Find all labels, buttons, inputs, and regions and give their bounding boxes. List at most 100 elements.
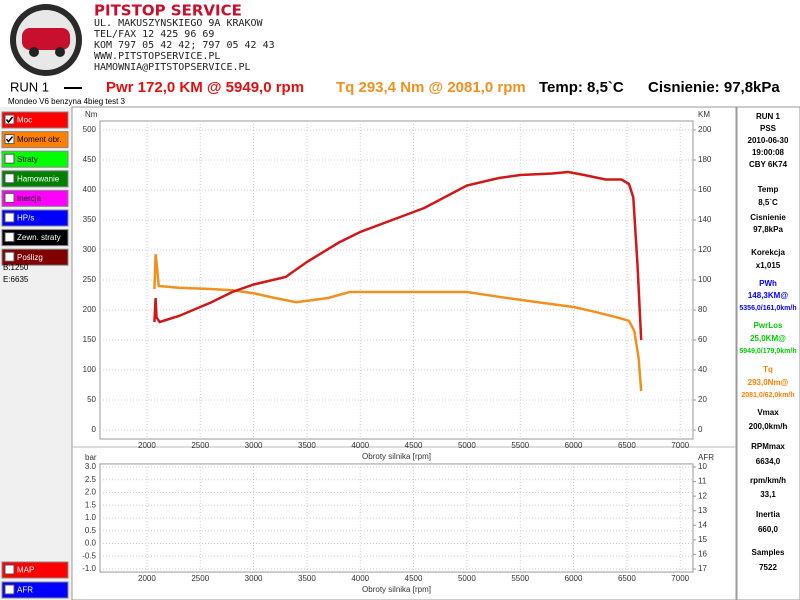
y2-axis-unit: AFR (698, 453, 714, 462)
plot-area (99, 120, 694, 440)
info-text: Korekcja (751, 248, 785, 257)
right-panel (736, 106, 800, 600)
y2-tick-label: 100 (698, 275, 712, 284)
company-line: KOM 797 05 42 42; 797 05 42 43 (94, 40, 275, 51)
y2-axis-unit: KM (698, 110, 710, 119)
y-tick-label: 3.0 (85, 462, 97, 471)
info-text: 5356,0/161,0km/h (739, 305, 796, 312)
y-axis-unit: bar (85, 453, 97, 462)
x-tick-label: 5000 (458, 441, 476, 450)
y2-tick-label: 160 (698, 185, 712, 194)
channel-label: Moc (17, 116, 32, 125)
y2-tick-label: 0 (698, 425, 703, 434)
y2-tick-label: 120 (698, 245, 712, 254)
run-label: RUN 1 (10, 79, 49, 94)
y2-tick-label: 140 (698, 215, 712, 224)
channel-checkbox[interactable] (4, 251, 15, 262)
channel-label: HP/s (17, 214, 34, 223)
channel-button[interactable] (1, 229, 69, 247)
range-label: B:1250 (3, 263, 29, 272)
series-line (153, 254, 643, 392)
info-text: 293,0Nm@ (748, 378, 789, 387)
x-tick-label: 6000 (565, 574, 583, 583)
y-tick-label: 50 (87, 395, 96, 404)
info-text: 19:00:08 (752, 148, 785, 157)
y-tick-label: 100 (83, 365, 97, 374)
y-tick-label: 300 (83, 245, 97, 254)
info-text: Cisnienie (750, 213, 786, 222)
info-text: Temp (758, 185, 779, 194)
torque-summary: Tq 293,4 Nm @ 2081,0 rpm (336, 79, 526, 96)
info-text: rpm/km/h (750, 476, 786, 485)
info-text: RPMmax (751, 442, 785, 451)
channel-checkbox[interactable] (4, 564, 15, 575)
y2-tick-label: 16 (698, 550, 707, 559)
channel-button[interactable] (1, 131, 69, 149)
y2-tick-label: 13 (698, 506, 707, 515)
channel-label: MAP (17, 566, 34, 575)
x-tick-label: 6000 (565, 441, 583, 450)
info-text: RUN 1 (756, 112, 781, 121)
series-line (153, 170, 643, 341)
channel-checkbox[interactable] (4, 114, 15, 125)
y2-tick-label: 12 (698, 491, 707, 500)
test-name: Mondeo V6 benzyna 4bieg test 3 (8, 97, 126, 106)
info-text: 2010-06-30 (748, 136, 789, 145)
company-line: HAMOWNIA@PITSTOPSERVICE.PL (94, 62, 251, 73)
info-text: Inertia (756, 510, 781, 519)
pressure-summary: Cisnienie: 97,8kPa (648, 79, 780, 96)
y-tick-label: 1.5 (85, 500, 97, 509)
x-tick-label: 6500 (618, 441, 636, 450)
x-tick-label: 4000 (351, 574, 369, 583)
company-line: TEL/FAX 12 425 96 69 (94, 29, 214, 40)
x-tick-label: 3000 (245, 441, 263, 450)
info-text: 660,0 (758, 525, 779, 534)
channel-checkbox[interactable] (4, 153, 15, 164)
logo (10, 4, 82, 76)
info-text: 5949,0/179,0km/h (739, 348, 796, 355)
channel-label: AFR (17, 586, 33, 595)
info-text: Vmax (757, 408, 779, 417)
y-tick-label: 400 (83, 185, 97, 194)
info-text: x1,015 (756, 261, 781, 270)
channel-label: Zewn. straty (17, 233, 61, 242)
x-tick-label: 3500 (298, 574, 316, 583)
channel-label: Hamowanie (17, 174, 60, 183)
info-text: CBY 6K74 (749, 160, 788, 169)
channel-checkbox[interactable] (4, 192, 15, 203)
y-tick-label: 1.0 (85, 513, 97, 522)
channel-button[interactable] (1, 209, 69, 227)
x-tick-label: 3500 (298, 441, 316, 450)
channel-button[interactable] (1, 581, 69, 599)
x-tick-label: 4500 (405, 441, 423, 450)
y2-tick-label: 11 (698, 477, 707, 486)
y2-tick-label: 80 (698, 305, 707, 314)
channel-checkbox[interactable] (4, 134, 15, 145)
channel-label: Straty (17, 155, 38, 164)
channel-button[interactable] (1, 248, 69, 266)
y2-tick-label: 200 (698, 125, 712, 134)
info-text: 6634,0 (756, 457, 781, 466)
channel-button[interactable] (1, 561, 69, 579)
channel-label: Poślizg (17, 253, 43, 262)
channel-checkbox[interactable] (4, 212, 15, 223)
channel-checkbox[interactable] (4, 232, 15, 243)
y-tick-label: 2.5 (85, 475, 97, 484)
channel-checkbox[interactable] (4, 584, 15, 595)
info-text: 2081,0/62,0km/h (741, 392, 794, 399)
channel-label: Moment obr. (17, 135, 61, 144)
y-tick-label: 450 (83, 155, 97, 164)
channel-button[interactable] (1, 170, 69, 188)
power-summary: Pwr 172,0 KM @ 5949,0 rpm (106, 79, 304, 96)
channel-checkbox[interactable] (4, 173, 15, 184)
y-tick-label: -0.5 (82, 551, 96, 560)
company-name: PITSTOP SERVICE (94, 2, 242, 20)
channel-button[interactable] (1, 111, 69, 129)
y-tick-label: 250 (83, 275, 97, 284)
y2-tick-label: 20 (698, 395, 707, 404)
x-axis-label: Obroty silnika [rpm] (362, 452, 431, 461)
channel-button[interactable] (1, 150, 69, 168)
y2-tick-label: 180 (698, 155, 712, 164)
channel-button[interactable] (1, 189, 69, 207)
